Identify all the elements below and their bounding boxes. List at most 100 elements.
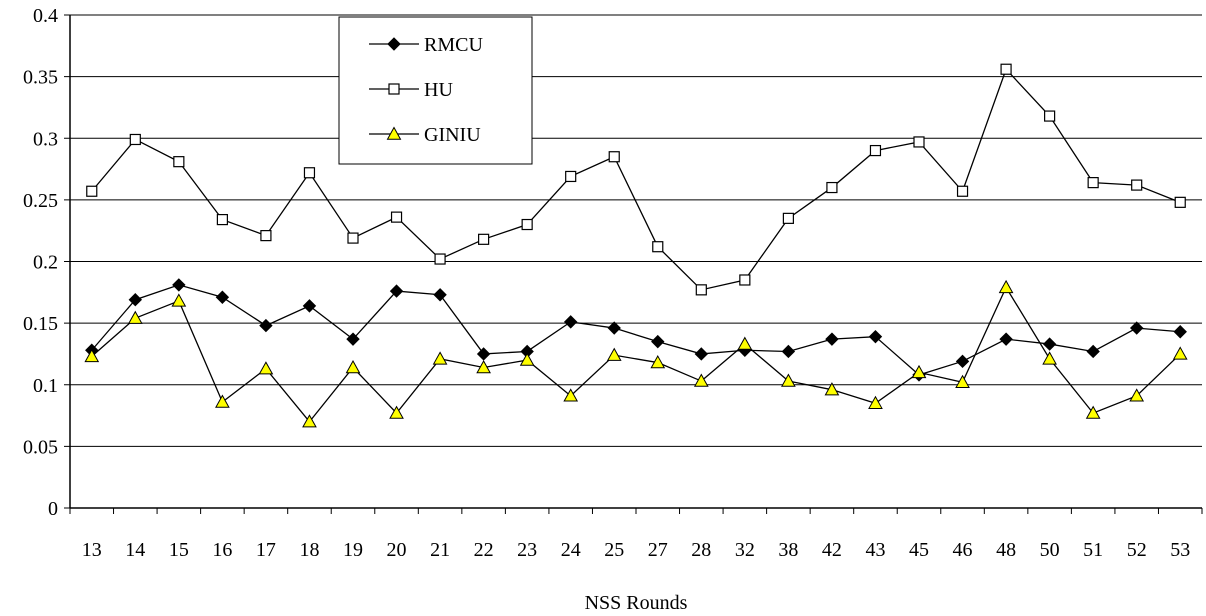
point-giniu bbox=[302, 414, 317, 428]
point-rmcu bbox=[1042, 337, 1057, 351]
point-hu bbox=[1044, 110, 1056, 122]
point-rmcu bbox=[651, 334, 665, 349]
point-giniu bbox=[998, 279, 1014, 294]
x-tick-label: 38 bbox=[778, 539, 798, 561]
point-hu bbox=[782, 212, 794, 224]
point-giniu bbox=[84, 348, 100, 363]
point-giniu bbox=[824, 382, 840, 396]
point-hu bbox=[86, 185, 98, 197]
point-rmcu bbox=[694, 347, 709, 361]
point-rmcu bbox=[1086, 344, 1100, 359]
point-giniu bbox=[1042, 351, 1057, 365]
x-tick-label: 50 bbox=[1040, 539, 1060, 561]
y-tick-label: 0 bbox=[48, 498, 58, 520]
legend-marker-rmcu bbox=[387, 37, 401, 51]
point-hu bbox=[1087, 177, 1099, 189]
x-tick-label: 15 bbox=[169, 539, 189, 561]
point-hu bbox=[739, 274, 751, 286]
y-tick-label: 0.4 bbox=[33, 5, 58, 27]
point-giniu bbox=[737, 336, 753, 350]
point-giniu bbox=[1085, 405, 1101, 419]
point-giniu bbox=[955, 374, 970, 388]
point-hu bbox=[1174, 196, 1186, 208]
x-tick-label: 28 bbox=[691, 539, 711, 561]
point-giniu bbox=[215, 394, 230, 408]
x-tick-label: 14 bbox=[125, 539, 145, 561]
point-hu bbox=[390, 211, 403, 223]
x-tick-label: 22 bbox=[474, 539, 494, 561]
x-tick-labels: 13 14 15 16 17 18 19 20 21 22 23 24 25 27 28 32 38 42 43 45… bbox=[82, 539, 1190, 561]
legend-label-hu: HU bbox=[424, 79, 453, 101]
y-tick-label: 0.3 bbox=[33, 128, 58, 150]
point-rmcu bbox=[999, 332, 1013, 346]
point-giniu bbox=[345, 359, 361, 374]
x-tick-label: 16 bbox=[212, 539, 232, 561]
point-rmcu bbox=[1129, 321, 1144, 335]
legend-marker-giniu bbox=[386, 126, 402, 140]
point-giniu bbox=[432, 351, 448, 365]
point-hu bbox=[521, 218, 533, 231]
point-giniu bbox=[693, 373, 709, 387]
point-rmcu bbox=[781, 344, 796, 359]
point-rmcu bbox=[172, 278, 186, 292]
x-tick-label: 19 bbox=[343, 539, 363, 561]
point-rmcu bbox=[1173, 325, 1187, 339]
series-giniu bbox=[84, 279, 1188, 428]
x-tick-label: 42 bbox=[822, 539, 842, 561]
y-tick-label: 0.1 bbox=[33, 375, 58, 397]
legend: RMCU HU GINIU bbox=[338, 16, 533, 165]
x-tick-label: 32 bbox=[735, 539, 755, 561]
point-hu bbox=[303, 167, 316, 179]
point-rmcu bbox=[433, 288, 447, 302]
point-rmcu bbox=[825, 332, 839, 346]
x-axis-label: NSS Rounds bbox=[585, 592, 688, 614]
point-rmcu bbox=[346, 332, 360, 346]
point-rmcu bbox=[563, 315, 578, 329]
point-hu bbox=[652, 241, 664, 253]
point-hu bbox=[216, 213, 228, 226]
point-giniu bbox=[563, 388, 579, 402]
x-tick-label: 13 bbox=[82, 539, 102, 561]
x-tick-label: 27 bbox=[648, 539, 668, 561]
point-giniu bbox=[258, 361, 274, 375]
x-tick-label: 53 bbox=[1170, 539, 1190, 561]
legend-label-rmcu: RMCU bbox=[424, 34, 483, 56]
point-rmcu bbox=[955, 354, 970, 369]
point-hu bbox=[869, 144, 882, 157]
point-rmcu bbox=[215, 290, 230, 304]
axes bbox=[64, 14, 1203, 514]
x-tick-label: 48 bbox=[996, 539, 1016, 561]
x-tick-label: 43 bbox=[865, 539, 885, 561]
point-hu bbox=[695, 284, 707, 296]
point-giniu bbox=[389, 405, 404, 419]
point-giniu bbox=[781, 373, 796, 387]
point-hu bbox=[347, 232, 359, 244]
x-tick-label: 17 bbox=[256, 539, 276, 561]
x-tick-label: 20 bbox=[387, 539, 407, 561]
legend-marker-hu bbox=[388, 83, 400, 95]
point-rmcu bbox=[259, 318, 273, 333]
point-hu bbox=[1000, 63, 1012, 75]
x-tick-label: 25 bbox=[604, 539, 624, 561]
point-hu bbox=[608, 151, 620, 163]
point-giniu bbox=[519, 352, 535, 366]
point-hu bbox=[565, 170, 577, 183]
y-tick-label: 0.2 bbox=[33, 252, 58, 274]
x-tick-label: 24 bbox=[561, 539, 581, 561]
point-rmcu bbox=[389, 284, 404, 298]
point-rmcu bbox=[302, 299, 317, 313]
point-giniu bbox=[1129, 388, 1145, 402]
point-giniu bbox=[911, 364, 927, 379]
grid-lines bbox=[70, 14, 1202, 447]
point-giniu bbox=[650, 355, 666, 369]
point-hu bbox=[826, 181, 838, 194]
point-giniu bbox=[476, 359, 491, 374]
y-tick-labels: 0 0.05 0.1 0.15 0.2 0.25 0.3 0.35 0.4 bbox=[23, 5, 58, 520]
x-tick-label: 23 bbox=[517, 539, 537, 561]
x-tick-label: 46 bbox=[953, 539, 973, 561]
point-giniu bbox=[171, 293, 187, 307]
point-hu bbox=[173, 156, 185, 168]
point-giniu bbox=[1172, 346, 1188, 360]
point-hu bbox=[260, 230, 272, 242]
